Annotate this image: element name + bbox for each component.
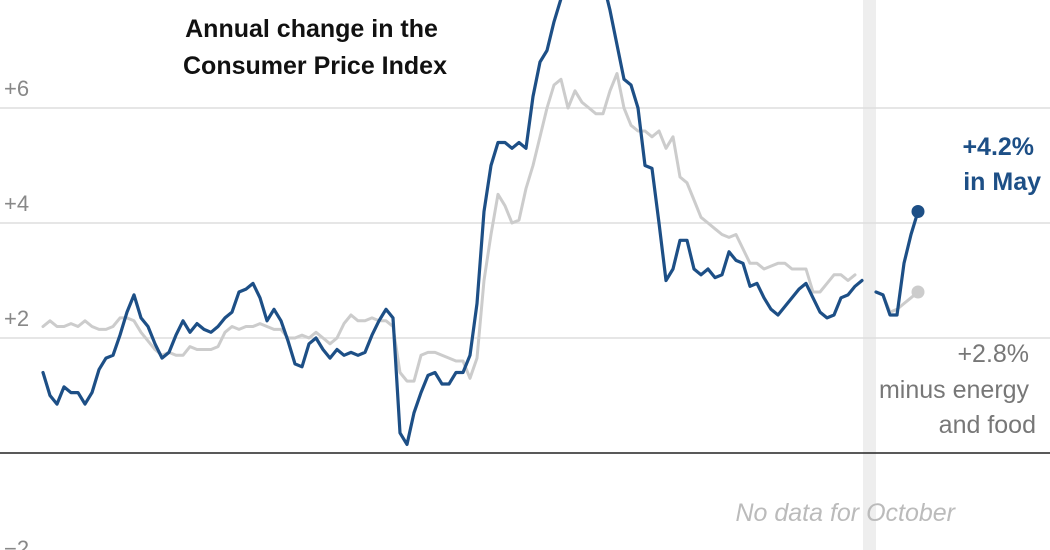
core-end-desc-2: and food (939, 411, 1036, 439)
y-tick-label: −2 (4, 536, 29, 550)
all_items-line-segment-2 (874, 209, 920, 317)
no-data-band (863, 0, 876, 550)
all_items-end-point (911, 205, 925, 218)
y-tick-label: +4 (4, 191, 29, 216)
y-axis-tick-labels: +6 +4 +2 −2 (4, 76, 29, 550)
chart-title-line-2: Consumer Price Index (183, 52, 447, 80)
core_minus_energy_food-end-point (911, 285, 925, 299)
series-lines (41, 0, 920, 446)
grid-lines (0, 107, 1050, 454)
all_items-line-segment-1 (41, 0, 864, 446)
no-data-note: No data for October (735, 499, 956, 527)
y-tick-label: +6 (4, 76, 29, 101)
cpi-end-value: +4.2% (962, 133, 1034, 161)
chart-title-line-1: Annual change in the (185, 15, 438, 43)
core-end-value: +2.8% (957, 340, 1029, 368)
core-end-desc-1: minus energy (879, 376, 1030, 404)
series-end-points (911, 205, 925, 299)
chart-title: Annual change in the Consumer Price Inde… (183, 15, 447, 80)
cpi-end-month: in May (963, 168, 1041, 196)
y-tick-label: +2 (4, 306, 29, 331)
core-end-label: +2.8% minus energy and food (879, 340, 1036, 439)
cpi-end-label: +4.2% in May (962, 133, 1041, 196)
core_minus_energy_food-line-segment-1 (41, 72, 857, 383)
